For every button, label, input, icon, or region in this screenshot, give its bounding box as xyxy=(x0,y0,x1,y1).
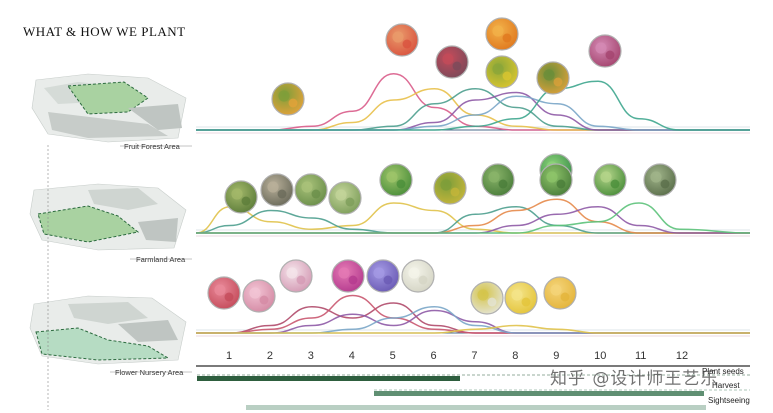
farmland-map xyxy=(29,183,187,251)
series-line-1-4 xyxy=(196,202,751,234)
month-label: 4 xyxy=(348,350,355,362)
month-label: 7 xyxy=(471,350,478,362)
plant-photo-detail xyxy=(408,267,420,279)
plant-photo-detail xyxy=(487,297,497,307)
month-label: 9 xyxy=(553,350,560,362)
plant-photo-detail xyxy=(241,196,251,206)
plant-photo-detail xyxy=(286,267,298,279)
plant-photo-detail xyxy=(546,171,558,183)
plant-photo-detail xyxy=(392,31,404,43)
area-label-farmland: Farmland Area xyxy=(136,255,186,264)
plant-photo-detail xyxy=(492,63,504,75)
month-label: 1 xyxy=(226,350,233,362)
plant-photo-detail xyxy=(259,295,269,305)
plant-photo-detail xyxy=(386,171,398,183)
plant-photo-detail xyxy=(418,275,428,285)
plant-photo-detail xyxy=(383,275,393,285)
fruit-forest-map xyxy=(31,73,187,143)
legend-label-sightseeing: Sightseeing xyxy=(708,396,750,405)
plant-photo-detail xyxy=(492,25,504,37)
plant-photo-detail xyxy=(560,292,570,302)
plant-photo-detail xyxy=(477,289,489,301)
page-title: WHAT & HOW WE PLANT xyxy=(23,24,186,39)
area-label-fruit: Fruit Forest Area xyxy=(124,142,180,151)
month-label: 6 xyxy=(430,350,437,362)
series-line-2-4 xyxy=(195,324,750,334)
plant-photo-detail xyxy=(521,297,531,307)
plant-photo-detail xyxy=(488,171,500,183)
month-label: 11 xyxy=(635,350,647,362)
plant-photo-detail xyxy=(498,179,508,189)
plant-photo-detail xyxy=(550,284,562,296)
plant-photo-detail xyxy=(511,289,523,301)
month-label: 10 xyxy=(594,350,607,362)
plant-photo-detail xyxy=(650,171,662,183)
area-label-flower: Flower Nursery Area xyxy=(115,368,184,377)
plant-photo-detail xyxy=(338,267,350,279)
plant-photo-detail xyxy=(595,42,607,54)
plant-photo-detail xyxy=(600,171,612,183)
plant-photo-detail xyxy=(345,197,355,207)
plant-photo-detail xyxy=(214,284,226,296)
plant-photo-detail xyxy=(288,98,298,108)
plant-photo-detail xyxy=(231,188,243,200)
plant-photo-detail xyxy=(278,90,290,102)
flower-nursery-map xyxy=(29,295,187,365)
plant-photo-detail xyxy=(311,189,321,199)
legend-bar-harvest xyxy=(374,391,704,396)
plant-photo-detail xyxy=(224,292,234,302)
plant-photo-detail xyxy=(296,275,306,285)
legend-bar-plant xyxy=(197,376,460,381)
month-label: 12 xyxy=(675,350,689,362)
plant-photo-detail xyxy=(396,179,406,189)
month-label: 5 xyxy=(389,350,396,362)
watermark: 知乎 @设计师王艺乐 xyxy=(550,369,719,389)
plant-photo-detail xyxy=(249,287,261,299)
month-label: 2 xyxy=(266,350,274,362)
plant-photo-detail xyxy=(373,267,385,279)
plant-photo-detail xyxy=(502,33,512,43)
plant-photo-detail xyxy=(556,179,566,189)
plant-photo-detail xyxy=(267,181,279,193)
plant-photo-detail xyxy=(452,61,462,71)
plant-photo-detail xyxy=(450,187,460,197)
legend-bar-sightseeing xyxy=(246,405,706,410)
plant-photo-detail xyxy=(440,179,452,191)
legend-label-harvest: Harvest xyxy=(712,381,740,390)
plant-photo-detail xyxy=(277,189,287,199)
plant-photo-detail xyxy=(335,189,347,201)
plant-photo-detail xyxy=(610,179,620,189)
month-label: 8 xyxy=(512,350,519,362)
series-line-1-0 xyxy=(195,202,750,234)
plant-photo-detail xyxy=(502,71,512,81)
month-label: 3 xyxy=(307,350,314,362)
plant-photo-detail xyxy=(348,275,358,285)
plant-photo-detail xyxy=(402,39,412,49)
legend-label-plant: Plant seeds xyxy=(702,367,744,376)
plant-photo-detail xyxy=(543,69,555,81)
plant-photo-detail xyxy=(605,50,615,60)
plant-photo-detail xyxy=(660,179,670,189)
plant-photo-detail xyxy=(301,181,313,193)
plant-photo-detail xyxy=(553,77,563,87)
series-line-0-5 xyxy=(196,80,750,131)
plant-photo-detail xyxy=(442,53,454,65)
